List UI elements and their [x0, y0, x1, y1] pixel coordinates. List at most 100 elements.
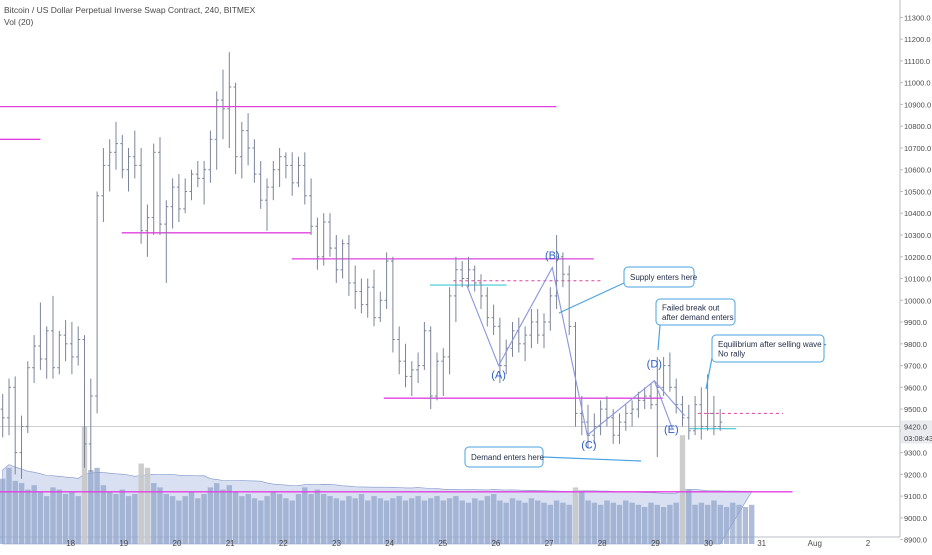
- volume-bar: [421, 500, 428, 544]
- volume-bar: [667, 504, 673, 544]
- callout-box: [711, 334, 825, 363]
- volume-bar: [258, 500, 264, 544]
- volume-bar: [686, 489, 692, 544]
- x-tick-label: 21: [226, 539, 235, 548]
- volume-bar: [742, 507, 749, 544]
- volume-bar: [365, 500, 371, 544]
- volume-bar: [239, 496, 245, 544]
- wave-label: (D): [647, 359, 662, 371]
- volume-bar: [151, 483, 157, 544]
- volume-bar: [635, 504, 642, 544]
- volume-bar: [226, 485, 232, 544]
- volume-bar: [371, 496, 377, 544]
- x-tick-label: 23: [332, 539, 341, 548]
- x-tick-label: 28: [598, 539, 607, 548]
- volume-bar: [579, 491, 585, 544]
- countdown-label: 03:08:43: [904, 434, 932, 443]
- volume-bar: [176, 500, 182, 544]
- volume-bar: [94, 467, 100, 544]
- wave-label: (B): [545, 250, 560, 262]
- volume-bar: [535, 500, 541, 544]
- volume-bar: [698, 502, 705, 544]
- volume-bar: [585, 500, 591, 544]
- wave-label: (C): [581, 439, 596, 451]
- volume-bar: [654, 504, 660, 544]
- callout-pointer: [558, 282, 625, 314]
- volume-bar: [119, 489, 125, 544]
- volume-bar: [642, 507, 648, 544]
- volume-bar: [69, 491, 75, 544]
- volume-bar: [207, 487, 214, 544]
- volume-bar: [333, 498, 339, 544]
- volume-bar: [522, 502, 528, 544]
- callout-box: [655, 298, 736, 326]
- volume-bar: [100, 485, 107, 544]
- volume-bar: [503, 502, 509, 544]
- volume-bar: [705, 504, 711, 544]
- volume-bar: [182, 496, 188, 544]
- volume-bar: [339, 500, 346, 544]
- callout-pointer: [542, 456, 642, 462]
- volume-bar: [566, 504, 572, 544]
- volume-bar: [736, 504, 742, 544]
- volume-bar: [446, 498, 453, 544]
- callout-text: Failed break out: [662, 303, 720, 312]
- volume-bar: [270, 491, 276, 544]
- wave-label: (E): [664, 424, 679, 436]
- volume-bar: [723, 507, 730, 544]
- x-tick-label: 2: [866, 539, 871, 548]
- volume-bar: [547, 504, 553, 544]
- volume-bar: [169, 496, 176, 544]
- wave-path: [466, 266, 673, 437]
- y-tick-label: 9800.0: [904, 340, 927, 349]
- volume-bar: [560, 502, 566, 544]
- volume-bar: [188, 491, 195, 544]
- volume-bar: [472, 498, 478, 544]
- volume-bar: [516, 500, 522, 544]
- y-tick-label: 9300.0: [904, 449, 927, 458]
- callout-box: [464, 446, 544, 468]
- volume-bar: [358, 494, 365, 544]
- volume-bar: [56, 489, 62, 544]
- volume-bar: [276, 494, 283, 544]
- volume-bar: [220, 489, 226, 544]
- volume-bar: [144, 467, 151, 544]
- y-tick-label: 9100.0: [904, 492, 927, 501]
- volume-bar: [679, 435, 686, 544]
- callout-text: No rally: [718, 349, 745, 358]
- x-tick-label: 22: [279, 539, 288, 548]
- x-tick-label: Aug: [808, 539, 822, 548]
- volume-bar: [132, 494, 138, 544]
- volume-bar: [264, 496, 270, 544]
- y-tick-label: 11300.0: [904, 13, 931, 22]
- volume-bar: [37, 491, 44, 544]
- volume-bar: [553, 500, 560, 544]
- volume-bar: [125, 496, 132, 544]
- volume-bar: [245, 494, 251, 544]
- volume-bar: [415, 496, 421, 544]
- volume-bar: [673, 502, 679, 544]
- volume-bar: [113, 494, 119, 544]
- x-tick-label: 19: [119, 539, 128, 548]
- volume-bar: [346, 496, 352, 544]
- volume-bar: [195, 498, 201, 544]
- y-tick-label: 10200.0: [904, 253, 931, 262]
- chart-title: Bitcoin / US Dollar Perpetual Inverse Sw…: [4, 5, 256, 15]
- volume-bar: [308, 494, 314, 544]
- volume-bar: [629, 502, 635, 544]
- volume-bar: [201, 494, 207, 544]
- volume-bar: [6, 467, 12, 544]
- volume-bar: [465, 502, 472, 544]
- volume-bar: [107, 491, 113, 544]
- y-tick-label: 9900.0: [904, 318, 927, 327]
- volume-bar: [283, 498, 289, 544]
- volume-bar: [383, 500, 390, 544]
- x-tick-label: 29: [651, 539, 660, 548]
- volume-bar: [44, 496, 50, 544]
- callout-text: Supply enters here: [630, 273, 698, 282]
- volume-bar: [711, 500, 717, 544]
- y-tick-label: 10700.0: [904, 144, 931, 153]
- volume-bar: [396, 496, 402, 544]
- last-price-tag: [901, 420, 932, 433]
